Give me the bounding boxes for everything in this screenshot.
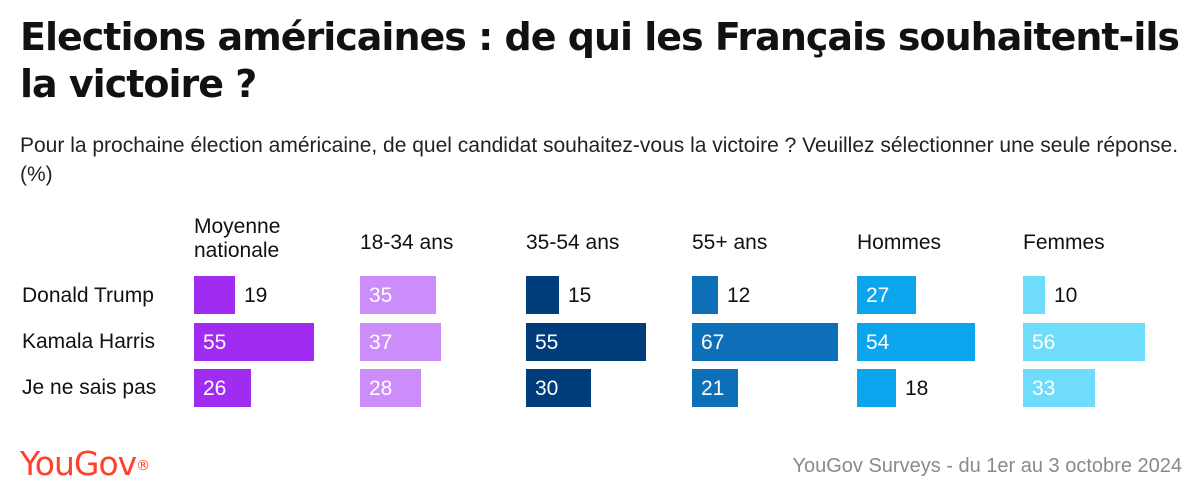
series-header-4: Hommes	[857, 231, 942, 254]
bar-1-0	[360, 276, 436, 314]
value-label-5-1: 56	[1032, 331, 1056, 354]
series-header-2: 35-54 ans	[526, 231, 620, 254]
bar-3-2	[692, 369, 738, 407]
row-label-0: Donald Trump	[22, 284, 154, 307]
row-label-1: Kamala Harris	[22, 330, 156, 353]
logo-mark-icon: ®	[136, 458, 150, 474]
value-label-5-0: 10	[1054, 284, 1078, 307]
bar-5-2	[1023, 369, 1095, 407]
value-label-2-0: 15	[568, 284, 592, 307]
value-label-0-0: 19	[244, 284, 268, 307]
value-label-1-1: 37	[369, 331, 393, 354]
value-label-1-0: 35	[369, 284, 393, 307]
value-label-4-1: 54	[866, 331, 890, 354]
value-label-4-2: 18	[905, 377, 929, 400]
value-label-3-0: 12	[727, 284, 751, 307]
value-label-3-2: 21	[701, 377, 725, 400]
bar-1-1	[360, 323, 441, 361]
bar-4-1	[857, 323, 975, 361]
bar-2-0	[526, 276, 559, 314]
series-header-1: 18-34 ans	[360, 231, 454, 254]
bar-5-1	[1023, 323, 1145, 361]
bar-0-2	[194, 369, 251, 407]
bar-1-2	[360, 369, 421, 407]
value-label-1-2: 28	[369, 377, 393, 400]
bar-2-2	[526, 369, 591, 407]
value-label-4-0: 27	[866, 284, 890, 307]
value-label-5-2: 33	[1032, 377, 1056, 400]
bar-3-1	[692, 323, 838, 361]
chart-subtitle: Pour la prochaine élection américaine, d…	[20, 134, 1179, 186]
yougov-logo: YouGov®	[20, 444, 150, 484]
bar-0-1	[194, 323, 314, 361]
row-label-2: Je ne sais pas	[22, 376, 157, 399]
series-header-3: 55+ ans	[692, 231, 768, 254]
bar-4-2	[857, 369, 896, 407]
source-note: YouGov Surveys - du 1er au 3 octobre 202…	[792, 455, 1182, 477]
bar-0-0	[194, 276, 235, 314]
value-label-2-2: 30	[535, 377, 559, 400]
value-label-0-2: 26	[203, 377, 227, 400]
bar-5-0	[1023, 276, 1045, 314]
bar-3-0	[692, 276, 718, 314]
value-label-3-1: 67	[701, 331, 725, 354]
value-label-0-1: 55	[203, 331, 227, 354]
logo-text: YouGov	[20, 444, 137, 483]
value-label-2-1: 55	[535, 331, 559, 354]
series-header-0: Moyenne nationale	[194, 215, 281, 262]
chart-title: Elections américaines : de qui les Franç…	[20, 15, 1180, 106]
series-header-5: Femmes	[1023, 231, 1105, 254]
bar-2-1	[526, 323, 646, 361]
bar-4-0	[857, 276, 916, 314]
